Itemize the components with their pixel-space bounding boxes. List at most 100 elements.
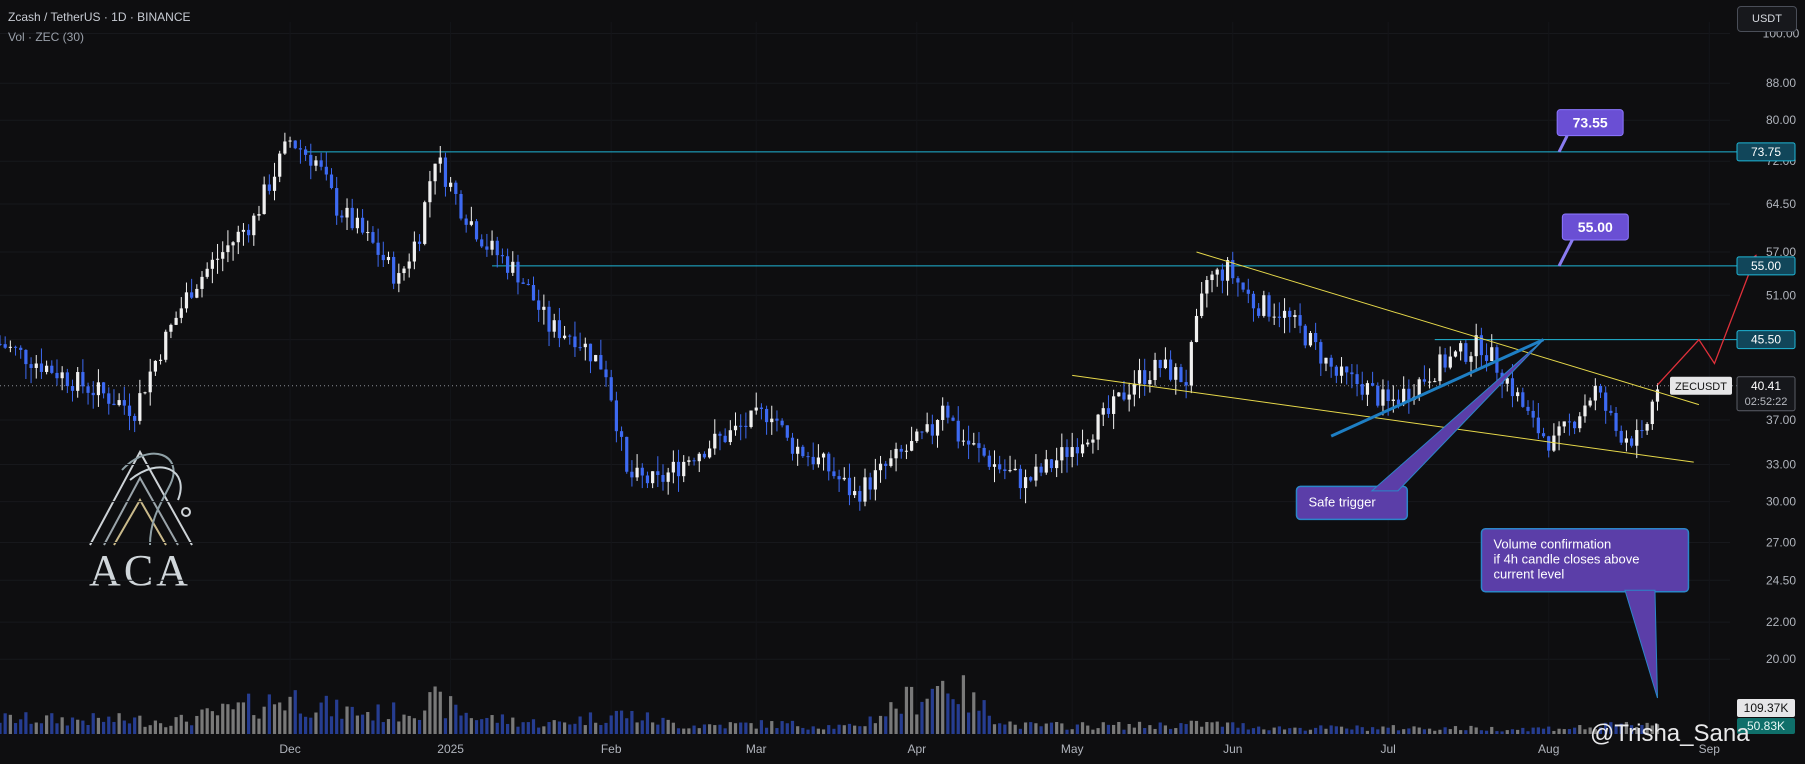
volume-bar (122, 720, 126, 734)
volume-bar (1438, 729, 1442, 734)
candle-body (604, 369, 608, 378)
candle-body (619, 431, 624, 437)
volume-bar (863, 726, 867, 734)
volume-bar (713, 725, 717, 734)
volume-bar (8, 714, 12, 734)
volume-bar (464, 712, 468, 734)
volume-bar (671, 722, 675, 734)
volume-bar (1096, 728, 1100, 734)
candle-body (847, 477, 852, 496)
volume-bar (842, 725, 846, 734)
candle-body (832, 471, 836, 477)
candle-body (1531, 410, 1535, 418)
volume-bar (1619, 723, 1623, 734)
volume-bar (148, 725, 152, 734)
volume-bar (1215, 721, 1219, 734)
volume-bar (81, 720, 85, 734)
candle-body (516, 261, 520, 283)
author-watermark: @Trisha_Sana (1590, 720, 1750, 747)
currency-button[interactable]: USDT (1737, 6, 1797, 32)
candle-body (257, 214, 261, 216)
volume-bar (588, 712, 593, 734)
candle-body (1593, 385, 1597, 401)
volume-bar (904, 686, 909, 734)
candle-body (702, 453, 707, 458)
volume-bar (1127, 723, 1131, 734)
volume-bar (1604, 722, 1608, 734)
candle-body (1635, 430, 1639, 446)
candle-body (666, 472, 670, 482)
volume-bar (329, 716, 334, 734)
candle-body (1194, 315, 1199, 343)
volume-bar (1106, 724, 1111, 734)
candle-body (728, 430, 732, 443)
volume-bar (739, 722, 743, 734)
volume-bar (366, 712, 370, 734)
candle-body (1655, 389, 1660, 402)
volume-bar (127, 723, 132, 734)
candle-body (1127, 394, 1131, 400)
volume-bar (1350, 729, 1354, 734)
candle-body (956, 420, 960, 442)
candle-body (941, 405, 945, 420)
volume-bar (1314, 727, 1318, 734)
volume-bar (480, 719, 484, 734)
candle-body (1205, 280, 1209, 294)
volume-bar (283, 710, 287, 734)
candle-body (1464, 343, 1468, 362)
candle-body (236, 231, 240, 243)
candle-body (894, 448, 898, 459)
candle-body (495, 240, 499, 256)
volume-bar (1526, 731, 1530, 734)
candle-body (682, 461, 686, 477)
volume-bar (858, 726, 862, 734)
volume-bar (184, 721, 189, 734)
volume-bar (433, 686, 437, 734)
candle-body (81, 372, 85, 387)
volume-bar (1334, 726, 1338, 734)
candle-body (625, 436, 629, 472)
volume-bar (552, 720, 556, 734)
volume-bar (920, 701, 924, 734)
volume-bar (1168, 728, 1173, 734)
candle-body (464, 218, 468, 225)
aca-logo: ACA (89, 449, 193, 595)
volume-bar (1210, 722, 1214, 734)
volume-bar (1655, 724, 1660, 734)
volume-bar (982, 700, 986, 734)
volume-bar (153, 720, 157, 734)
volume-bar (992, 724, 997, 734)
candle-body (500, 255, 505, 257)
candle-body (578, 347, 582, 349)
candle-body (1060, 447, 1064, 461)
volume-bar (796, 726, 800, 734)
volume-bar (257, 718, 261, 734)
volume-bar (267, 694, 271, 734)
candle-body (1132, 383, 1136, 395)
candle-body (588, 343, 593, 362)
candle-body (1609, 410, 1613, 413)
volume-bar (770, 721, 774, 734)
volume-bar (1510, 729, 1515, 734)
candle-body (329, 174, 334, 189)
candle-body (70, 386, 75, 391)
candle-body (1427, 381, 1432, 383)
volume-bar (1567, 729, 1572, 734)
candle-body (1215, 269, 1219, 275)
volume-bar (676, 728, 681, 734)
volume-bar (1376, 729, 1380, 734)
volume-bar (1163, 725, 1168, 734)
candle-body (796, 446, 800, 454)
volume-bar (324, 695, 328, 734)
volume-indicator-label[interactable]: Vol · ZEC (30) (8, 30, 85, 44)
candle-body (298, 148, 303, 150)
candle-body (521, 282, 525, 284)
volume-bar (1640, 724, 1644, 734)
y-tick-label: 88.00 (1766, 76, 1796, 90)
candle-body (1091, 439, 1095, 443)
volume-bar (1205, 721, 1209, 734)
volume-bar (443, 718, 448, 734)
volume-bar (754, 728, 758, 734)
candle-body (1598, 385, 1603, 393)
